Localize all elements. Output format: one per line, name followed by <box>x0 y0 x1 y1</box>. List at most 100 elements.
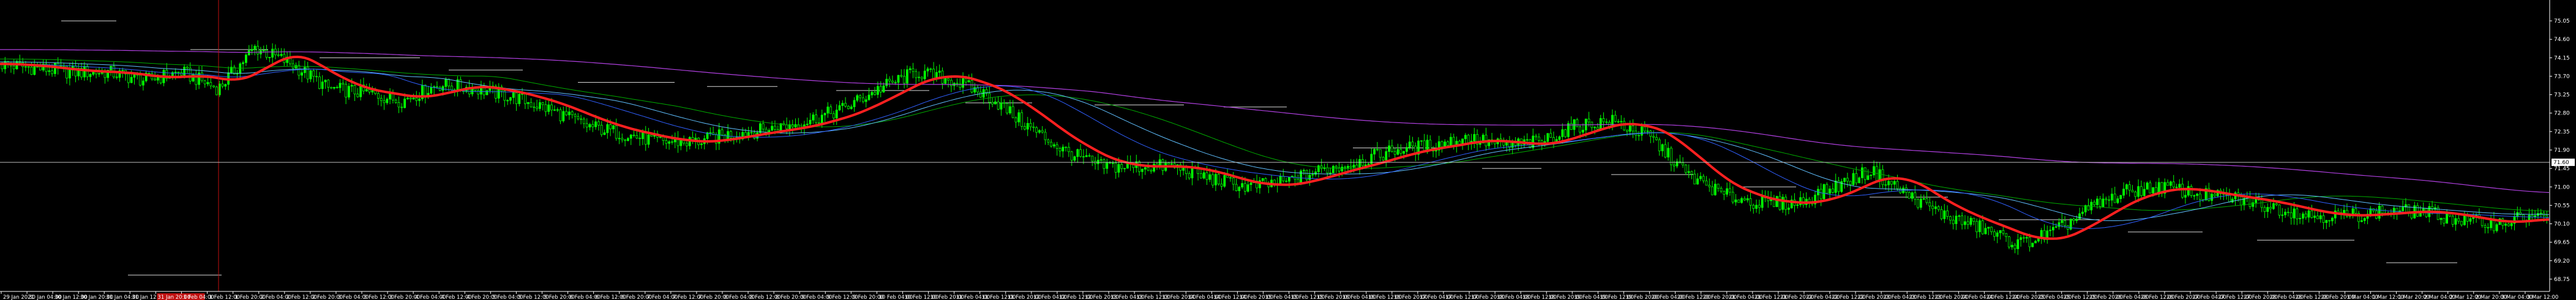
candle-body <box>480 85 482 95</box>
candle-body <box>644 131 647 145</box>
candle-body <box>1537 137 1540 141</box>
candle-body <box>750 132 753 133</box>
candle-body <box>318 76 321 89</box>
candle-body <box>2128 184 2131 191</box>
candle-body <box>1890 181 1893 185</box>
candle-body <box>867 94 871 100</box>
candle-body <box>965 78 967 83</box>
candle-body <box>721 129 724 135</box>
candle-body <box>1946 210 1949 217</box>
candle-body <box>1285 181 1288 182</box>
candle-body <box>530 102 533 108</box>
candle-body <box>994 101 997 105</box>
candle-body <box>688 137 691 146</box>
candle-body <box>294 65 298 69</box>
candle-body <box>2175 187 2178 188</box>
candle-body <box>2134 192 2137 197</box>
candle-body <box>1749 198 1752 206</box>
candle-body <box>2110 193 2113 201</box>
time-label: 23 Feb 20:00 <box>1934 294 1969 300</box>
candle-body <box>1038 130 1041 133</box>
candle-body <box>350 84 353 87</box>
candle-body <box>2072 219 2075 221</box>
candle-body <box>54 62 56 74</box>
candle-body <box>2211 193 2214 201</box>
candle-body <box>2278 204 2281 216</box>
candle-body <box>198 72 201 85</box>
candle-body <box>1000 102 1003 110</box>
candle-body <box>503 91 506 101</box>
candle-body <box>2090 201 2093 211</box>
time-label: 7 Feb 20:00 <box>698 294 729 300</box>
candle-body <box>2507 223 2510 227</box>
candle-body <box>627 138 629 141</box>
time-label: 16 Feb 20:00 <box>1394 294 1428 300</box>
candle-body <box>785 124 788 129</box>
time-label: 26 Feb 20:00 <box>2166 294 2201 300</box>
candle-body <box>185 67 189 69</box>
time-label: 6 Feb 20:00 <box>621 294 652 300</box>
candle-body <box>377 93 380 99</box>
candle-body <box>1120 164 1123 169</box>
candle-body <box>2213 193 2216 197</box>
candle-body <box>159 77 162 83</box>
time-label: 2 Feb 04:00 <box>261 294 291 300</box>
candle-body <box>1676 161 1679 167</box>
candle-body <box>536 107 538 109</box>
candle-body <box>2516 212 2519 217</box>
candle-body <box>1687 171 1690 173</box>
candle-body <box>574 114 577 117</box>
candle-body <box>291 63 294 69</box>
candle-body <box>615 125 618 139</box>
candle-body <box>118 70 121 78</box>
candle-body <box>1893 181 1896 185</box>
candle-body <box>1558 136 1561 140</box>
candle-body <box>1429 140 1432 151</box>
candle-body <box>89 74 92 77</box>
candle-body <box>1752 204 1755 209</box>
time-label: 18 Feb 12:00 <box>1522 294 1557 300</box>
time-label: 23 Feb 12:00 <box>1909 294 1943 300</box>
time-label: 9 Feb 12:00 <box>827 294 858 300</box>
candle-body <box>1396 149 1399 155</box>
candle-body <box>1220 184 1223 187</box>
time-label: 25 Feb 12:00 <box>2064 294 2098 300</box>
candle-body <box>362 84 365 92</box>
candle-body <box>2252 202 2255 207</box>
candle-body <box>1693 173 1696 185</box>
candle-body <box>973 87 976 92</box>
candle-body <box>380 98 383 101</box>
candle-body <box>1561 129 1564 137</box>
candle-body <box>2534 215 2537 217</box>
candle-body <box>1106 162 1109 169</box>
candle-body <box>2051 227 2054 231</box>
candle-body <box>2057 222 2061 227</box>
candle-body <box>1822 184 1825 200</box>
candle-body <box>541 102 544 105</box>
candle-body <box>730 131 732 138</box>
candle-body <box>1217 174 1220 185</box>
time-label: 2 Mar 12:00 <box>2450 294 2481 300</box>
candle-body <box>2319 215 2322 219</box>
candle-body <box>1781 197 1784 210</box>
candle-body <box>1614 114 1617 122</box>
candle-body <box>1746 198 1749 201</box>
candle-body <box>1009 106 1011 114</box>
candle-body <box>1855 173 1858 184</box>
candle-body <box>2020 237 2023 240</box>
candle-body <box>1664 144 1667 158</box>
time-label: 3 Feb 04:00 <box>338 294 369 300</box>
price-label: 71.45 <box>2554 166 2570 172</box>
time-label: 1 Mar 20:00 <box>2398 294 2430 300</box>
candle-body <box>2495 224 2498 231</box>
candle-body <box>1581 130 1584 133</box>
candle-body <box>1029 122 1032 127</box>
candle-body <box>938 70 941 73</box>
candle-body <box>1232 177 1235 185</box>
candle-body <box>1344 167 1347 168</box>
time-label: 7 Feb 12:00 <box>673 294 703 300</box>
candle-body <box>1638 135 1641 137</box>
candle-body <box>2325 220 2328 223</box>
